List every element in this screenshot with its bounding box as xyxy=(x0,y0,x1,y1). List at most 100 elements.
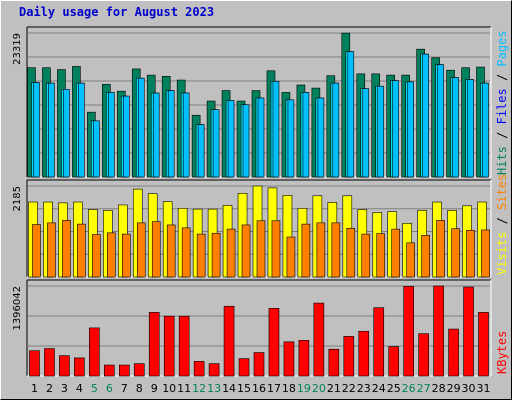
bar-sites xyxy=(331,222,341,278)
bar-kbytes xyxy=(283,341,295,377)
x-tick-label: 14 xyxy=(222,382,236,395)
bar-kbytes xyxy=(163,315,175,377)
x-tick-label: 24 xyxy=(372,382,386,395)
x-tick-label: 21 xyxy=(327,382,341,395)
bar-kbytes xyxy=(448,328,459,377)
bar-kbytes xyxy=(44,348,55,377)
bar-pages xyxy=(272,80,280,178)
bar-kbytes xyxy=(463,286,474,377)
bar-sites xyxy=(121,233,131,278)
x-tick-label: 22 xyxy=(342,382,356,395)
bar-sites xyxy=(62,220,71,278)
bar-pages xyxy=(482,82,489,178)
bar-pages xyxy=(93,120,100,178)
x-tick-label: 2 xyxy=(46,382,53,395)
bar-sites xyxy=(256,220,266,278)
x-tick-label: 1 xyxy=(31,382,38,395)
bar-pages xyxy=(362,88,370,178)
x-tick-label: 19 xyxy=(297,382,311,395)
bar-pages xyxy=(242,104,250,178)
bar-kbytes xyxy=(238,358,250,377)
bar-sites xyxy=(181,227,191,278)
bar-sites xyxy=(136,222,146,278)
bar-pages xyxy=(347,51,355,178)
x-tick-label: 23 xyxy=(357,382,371,395)
bar-pages xyxy=(33,82,40,178)
x-tick-label: 26 xyxy=(402,382,416,395)
bar-sites xyxy=(436,220,445,278)
bar-pages xyxy=(332,82,340,178)
legend-item: Files xyxy=(495,88,509,124)
x-tick-label: 3 xyxy=(61,382,68,395)
bar-pages xyxy=(407,81,414,178)
bar-kbytes xyxy=(104,364,115,377)
bar-sites xyxy=(301,223,311,278)
bar-sites xyxy=(107,232,116,278)
bar-pages xyxy=(108,92,115,178)
x-tick-label: 12 xyxy=(192,382,206,395)
x-tick-label: 7 xyxy=(121,382,128,395)
bar-pages xyxy=(317,97,325,178)
x-tick-label: 13 xyxy=(207,382,221,395)
bar-sites xyxy=(361,233,371,278)
bar-sites xyxy=(151,221,161,278)
x-tick-label: 17 xyxy=(267,382,281,395)
bar-sites xyxy=(451,228,460,278)
bar-kbytes xyxy=(403,286,414,377)
bar-kbytes xyxy=(253,352,265,377)
legend-item: Pages xyxy=(495,30,509,66)
bar-kbytes xyxy=(29,350,40,377)
x-tick-label: 20 xyxy=(312,382,326,395)
bar-pages xyxy=(167,90,175,178)
legend-item: Sites xyxy=(495,174,509,210)
bar-kbytes xyxy=(298,340,310,377)
bar-kbytes xyxy=(433,285,444,377)
bar-sites xyxy=(346,227,356,278)
bar-sites xyxy=(481,229,490,278)
x-tick-label: 30 xyxy=(462,382,476,395)
bar-sites xyxy=(47,222,56,278)
bar-sites xyxy=(376,233,386,278)
legend-hits-files-pages: Hits / Files / Pages xyxy=(495,30,509,175)
bar-kbytes xyxy=(118,364,130,377)
ymax-label: 1396042 xyxy=(12,286,23,331)
bar-sites xyxy=(406,242,415,278)
x-tick-label: 18 xyxy=(282,382,296,395)
bar-sites xyxy=(211,232,221,278)
x-tick-label: 8 xyxy=(136,382,143,395)
bar-kbytes xyxy=(373,307,385,377)
bar-kbytes xyxy=(313,302,325,377)
ymax-label: 2185 xyxy=(12,186,23,211)
legend-item: KBytes xyxy=(495,331,509,374)
bar-kbytes xyxy=(268,308,280,377)
bar-pages xyxy=(302,92,310,178)
bar-pages xyxy=(452,77,459,178)
legend-kbytes: KBytes xyxy=(495,331,509,374)
bar-kbytes xyxy=(133,363,145,377)
bar-pages xyxy=(122,95,130,178)
legend-separator: / xyxy=(495,124,509,146)
x-tick-label: 31 xyxy=(477,382,491,395)
bar-kbytes xyxy=(478,312,489,377)
bar-pages xyxy=(152,92,160,178)
bar-pages xyxy=(422,53,429,178)
bar-sites xyxy=(32,224,41,278)
bar-kbytes xyxy=(89,327,100,377)
bar-pages xyxy=(197,124,205,178)
bar-sites xyxy=(286,236,296,278)
x-tick-label: 28 xyxy=(432,382,446,395)
x-tick-label: 5 xyxy=(91,382,98,395)
bar-sites xyxy=(391,228,401,278)
bar-pages xyxy=(212,109,220,178)
x-tick-label: 4 xyxy=(76,382,83,395)
bar-kbytes xyxy=(208,363,220,377)
bar-pages xyxy=(48,82,55,178)
bar-pages xyxy=(467,79,474,178)
bar-pages xyxy=(392,80,400,178)
bar-sites xyxy=(166,224,176,278)
bar-kbytes xyxy=(418,333,429,377)
x-tick-label: 15 xyxy=(237,382,251,395)
x-tick-label: 29 xyxy=(447,382,461,395)
legend-item: Visits xyxy=(495,232,509,275)
